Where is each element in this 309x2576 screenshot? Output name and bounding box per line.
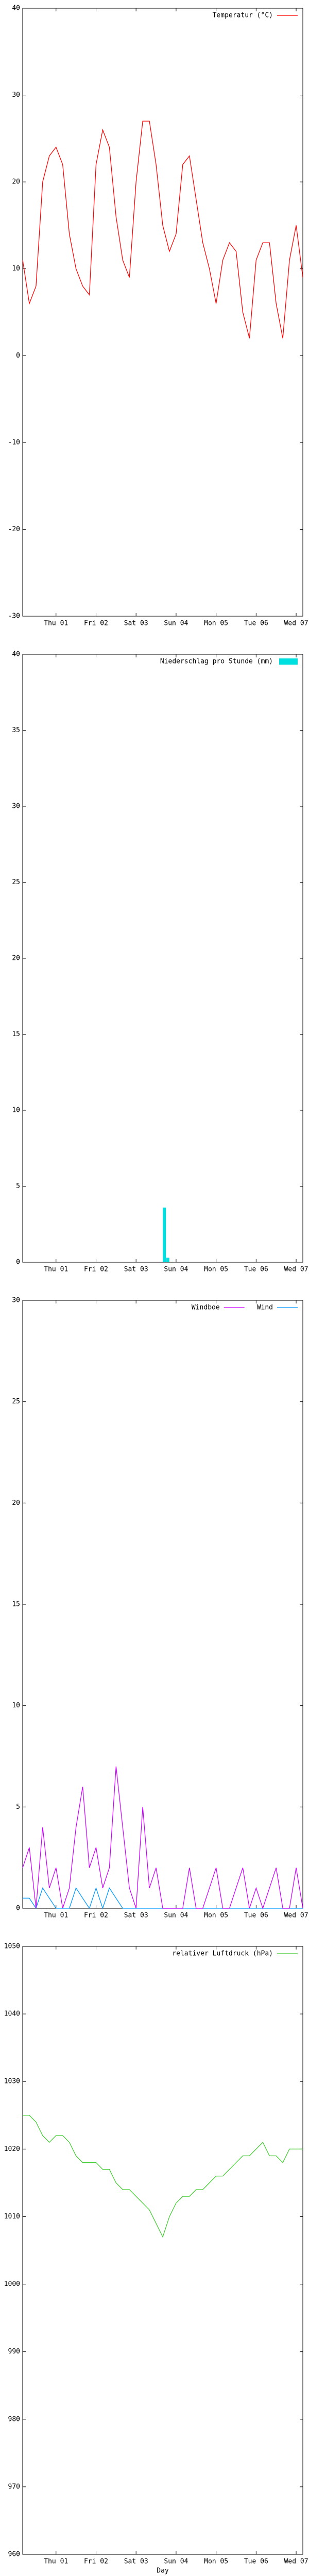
bar	[166, 1258, 169, 1262]
x-tick-label: Thu 01	[44, 2558, 68, 2566]
y-tick-label: 20	[12, 955, 20, 962]
y-tick-label: 35	[12, 726, 20, 734]
y-tick-label: 990	[8, 2348, 20, 2355]
x-tick-label: Mon 05	[204, 2558, 228, 2566]
y-tick-label: 30	[12, 803, 20, 810]
legend-label: Wind	[257, 1304, 273, 1312]
y-tick-label: 25	[12, 1398, 20, 1405]
x-tick-label: Tue 06	[244, 2558, 268, 2566]
x-tick-label: Sun 04	[164, 2558, 188, 2566]
y-tick-label: -10	[8, 438, 20, 446]
x-tick-label: Sun 04	[164, 620, 188, 628]
x-tick-label: Sat 03	[124, 1912, 148, 1920]
data-line	[23, 1887, 303, 1910]
plot-frame	[22, 654, 303, 1263]
y-tick-label: 30	[12, 91, 20, 99]
y-tick-label: 1020	[4, 2145, 20, 2153]
x-axis-label: Day	[157, 2567, 169, 2575]
y-tick-label: 970	[8, 2483, 20, 2490]
plot-frame	[22, 8, 303, 617]
y-tick-label: 15	[12, 1601, 20, 1608]
data-line	[23, 2115, 303, 2238]
y-tick-label: 960	[8, 2551, 20, 2558]
x-tick-label: Wed 07	[284, 620, 308, 628]
data-line	[22, 121, 303, 338]
x-tick-label: Sun 04	[164, 1266, 188, 1274]
x-tick-label: Thu 01	[44, 1266, 68, 1274]
x-tick-label: Mon 05	[204, 1266, 228, 1274]
x-tick-label: Sat 03	[124, 1266, 148, 1274]
y-tick-label: 5	[16, 1803, 20, 1811]
y-tick-label: 10	[12, 1702, 20, 1709]
plot-frame	[22, 1300, 303, 1909]
y-tick-label: 40	[12, 5, 20, 12]
x-tick-label: Tue 06	[244, 620, 268, 628]
x-tick-label: Wed 07	[284, 2558, 308, 2566]
legend-label: relativer Luftdruck (hPa)	[172, 1950, 273, 1958]
y-tick-label: 0	[16, 1905, 20, 1912]
y-tick-label: 20	[12, 178, 20, 186]
x-tick-label: Mon 05	[204, 620, 228, 628]
x-tick-label: Thu 01	[44, 1912, 68, 1920]
y-tick-label: 10	[12, 265, 20, 273]
y-tick-label: 20	[12, 1499, 20, 1507]
y-tick-label: 1030	[4, 2078, 20, 2086]
x-tick-label: Tue 06	[244, 1912, 268, 1920]
data-line	[22, 1766, 303, 1910]
y-tick-label: 1050	[4, 1943, 20, 1951]
x-tick-label: Fri 02	[84, 620, 108, 628]
x-tick-label: Fri 02	[84, 2558, 108, 2566]
y-tick-label: 40	[12, 651, 20, 658]
x-tick-label: Sat 03	[124, 2558, 148, 2566]
legend-swatch	[279, 658, 298, 665]
x-tick-label: Thu 01	[44, 620, 68, 628]
x-tick-label: Wed 07	[284, 1266, 308, 1274]
x-tick-label: Fri 02	[84, 1266, 108, 1274]
y-tick-label: 1040	[4, 2010, 20, 2018]
x-tick-label: Tue 06	[244, 1266, 268, 1274]
y-tick-label: -30	[8, 613, 20, 620]
y-tick-label: 15	[12, 1030, 20, 1038]
y-tick-label: 25	[12, 878, 20, 886]
bar	[163, 1207, 166, 1262]
legend-label: Temperatur (°C)	[213, 12, 273, 20]
y-tick-label: 1010	[4, 2213, 20, 2221]
x-tick-label: Wed 07	[284, 1912, 308, 1920]
x-tick-label: Sun 04	[164, 1912, 188, 1920]
y-tick-label: 0	[16, 1259, 20, 1266]
plot-frame	[22, 1946, 303, 2555]
y-tick-label: 0	[16, 352, 20, 360]
y-tick-label: 5	[16, 1182, 20, 1190]
x-tick-label: Sat 03	[124, 620, 148, 628]
y-tick-label: 10	[12, 1107, 20, 1114]
y-tick-label: 30	[12, 1297, 20, 1304]
y-tick-label: 980	[8, 2415, 20, 2423]
legend-label: Windboe	[192, 1304, 220, 1312]
x-tick-label: Fri 02	[84, 1912, 108, 1920]
legend-label: Niederschlag pro Stunde (mm)	[160, 658, 273, 666]
y-tick-label: 1000	[4, 2280, 20, 2288]
y-tick-label: -20	[8, 526, 20, 533]
x-tick-label: Mon 05	[204, 1912, 228, 1920]
